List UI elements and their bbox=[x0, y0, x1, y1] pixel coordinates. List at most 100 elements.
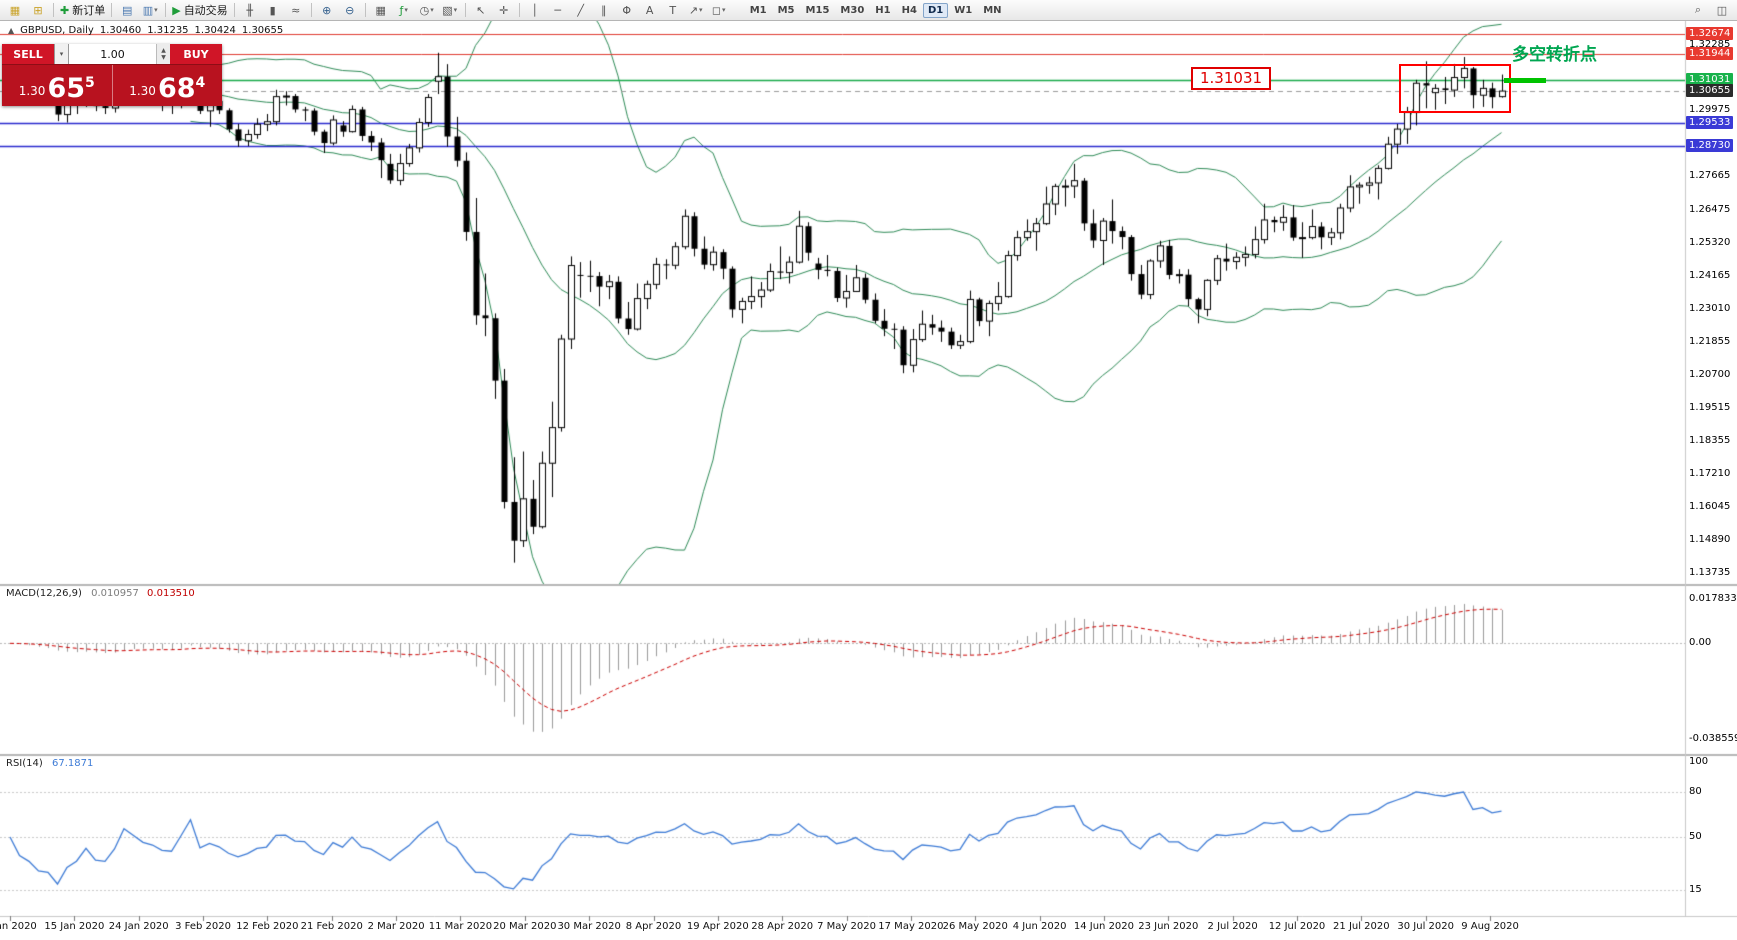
search-icon[interactable]: ⌕ bbox=[1694, 3, 1702, 16]
macd-signal-value: 0.013510 bbox=[147, 588, 195, 599]
time-axis-label: 14 Jun 2020 bbox=[1073, 921, 1135, 932]
arrows-icon[interactable]: ↗ ▾ bbox=[688, 3, 703, 17]
price-axis-label: 1.25320 bbox=[1689, 237, 1731, 249]
chart-window-icon[interactable]: ▦ bbox=[9, 3, 21, 17]
time-axis-label: 17 May 2020 bbox=[878, 921, 944, 932]
ask-pip-fraction: 4 bbox=[195, 75, 206, 91]
timeframe-button-H4[interactable]: H4 bbox=[901, 4, 917, 16]
price-axis-label: 1.16045 bbox=[1689, 501, 1731, 513]
timeframe-button-D1[interactable]: D1 bbox=[922, 2, 949, 18]
zoom-out-icon[interactable]: ⊖ bbox=[345, 3, 355, 17]
price-axis-label: 1.19515 bbox=[1689, 402, 1731, 414]
ohlc-low: 1.30424 bbox=[194, 25, 236, 36]
time-axis-label: 19 Apr 2020 bbox=[686, 921, 749, 932]
trendline-icon[interactable]: ╱ bbox=[577, 3, 584, 17]
toolbar-separator bbox=[464, 3, 466, 17]
ohlc-open: 1.30460 bbox=[99, 25, 142, 36]
timeframe-button-M15[interactable]: M15 bbox=[805, 4, 830, 16]
ask-price-button[interactable]: 1.30 68 4 bbox=[113, 65, 223, 106]
price-axis[interactable]: 1.32285 1.29975 1.27665 1.26475 1.25320 1.241… bbox=[1686, 0, 1737, 586]
horizontal-line-icon[interactable]: ─ bbox=[554, 3, 561, 17]
crosshair-icon[interactable]: ✛ bbox=[499, 3, 509, 17]
time-axis-label: 23 Jun 2020 bbox=[1138, 921, 1199, 932]
symbol-title: GBPUSD, Daily bbox=[20, 25, 94, 36]
auto-trading-button-label: 自动交易 bbox=[183, 4, 228, 17]
price-axis-label: 1.29975 bbox=[1689, 104, 1731, 116]
trade-options-dropdown[interactable]: ▾ bbox=[54, 44, 69, 64]
macd-indicator-label: MACD(12,26,9) 0.010957 0.013510 bbox=[6, 588, 195, 599]
cursor-icon[interactable]: ↖ bbox=[476, 3, 486, 17]
vertical-line-icon[interactable]: │ bbox=[531, 3, 538, 17]
time-axis-label: 24 Jan 2020 bbox=[108, 921, 169, 932]
price-axis-badge: 1.29533 bbox=[1686, 116, 1734, 130]
rsi-name: RSI(14) bbox=[6, 758, 43, 769]
new-window-icon[interactable]: ⊞ bbox=[33, 3, 43, 17]
symbol-trend-icon: ▲ bbox=[8, 26, 15, 35]
buy-button[interactable]: BUY bbox=[170, 44, 222, 64]
templates-icon[interactable]: ▧ ▾ bbox=[442, 3, 458, 17]
highlight-rectangle-annotation[interactable] bbox=[1399, 64, 1511, 113]
time-axis-label: 15 Jan 2020 bbox=[44, 921, 105, 932]
bid-prefix: 1.30 bbox=[18, 84, 46, 98]
price-axis-badge: 1.31944 bbox=[1686, 47, 1734, 61]
profiles-icon[interactable]: ▥ ▾ bbox=[142, 3, 158, 17]
price-callout-annotation[interactable]: 1.31031 bbox=[1191, 67, 1272, 90]
charts-icon[interactable]: ▤ bbox=[122, 3, 133, 17]
volume-up-icon[interactable]: ▲ bbox=[161, 47, 166, 54]
timeframe-toolbar: M1 M5 M15 M30 H1 H4 D1 W1 MN bbox=[745, 2, 1007, 18]
auto-trading-button[interactable]: ▶ 自动交易 bbox=[172, 3, 228, 18]
timeframe-button-M1[interactable]: M1 bbox=[749, 4, 767, 16]
time-axis-label: 12 Feb 2020 bbox=[236, 921, 299, 932]
rsi-axis: 100 80 50 15 bbox=[1686, 754, 1737, 916]
fibonacci-icon[interactable]: Φ bbox=[622, 3, 632, 17]
tile-windows-icon[interactable]: ▦ bbox=[375, 3, 386, 17]
ask-prefix: 1.30 bbox=[129, 84, 156, 98]
timeframe-button-H1[interactable]: H1 bbox=[875, 4, 891, 16]
volume-stepper[interactable]: ▲ ▼ bbox=[156, 44, 170, 64]
time-axis-label: 21 Feb 2020 bbox=[300, 921, 363, 932]
timeframe-button-M5[interactable]: M5 bbox=[777, 4, 795, 16]
new-order-button-label: 新订单 bbox=[72, 4, 106, 17]
timeframe-button-W1[interactable]: W1 bbox=[954, 4, 973, 16]
toolbar-separator bbox=[364, 3, 366, 17]
ohlc-high: 1.31235 bbox=[147, 25, 189, 36]
shapes-icon[interactable]: ◻ ▾ bbox=[711, 3, 726, 17]
symbol-info: ▲ GBPUSD, Daily 1.30460 1.31235 1.30424 … bbox=[8, 25, 283, 36]
toolbar-separator bbox=[310, 3, 312, 17]
price-axis-label: 1.14890 bbox=[1689, 534, 1731, 546]
line-chart-icon[interactable]: ≈ bbox=[291, 3, 301, 17]
candlestick-chart-icon[interactable]: ▮ bbox=[269, 3, 276, 17]
layout-icon[interactable]: ◫ bbox=[1716, 3, 1728, 17]
sell-button[interactable]: SELL bbox=[2, 44, 54, 64]
toolbar-separator bbox=[518, 3, 520, 17]
price-axis-label: 1.23010 bbox=[1689, 302, 1731, 314]
green-segment-annotation[interactable] bbox=[1504, 78, 1546, 83]
time-axis-label: 2 Jul 2020 bbox=[1207, 921, 1258, 932]
periods-icon[interactable]: ◷ ▾ bbox=[419, 3, 434, 17]
rsi-axis-label: 15 bbox=[1689, 883, 1702, 895]
volume-down-icon[interactable]: ▼ bbox=[161, 54, 166, 61]
time-axis-label: 5 Jan 2020 bbox=[0, 921, 37, 932]
volume-field-wrap bbox=[69, 44, 156, 64]
trade-panel-prices: 1.30 65 5 1.30 68 4 bbox=[2, 65, 222, 106]
indicators-icon[interactable]: ƒ ▾ bbox=[399, 3, 408, 17]
rsi-axis-label: 80 bbox=[1689, 786, 1702, 797]
rsi-value: 67.1871 bbox=[51, 758, 94, 769]
label-icon[interactable]: T bbox=[669, 3, 677, 17]
zoom-in-icon[interactable]: ⊕ bbox=[322, 3, 332, 17]
toolbar-separator bbox=[165, 3, 167, 17]
bar-chart-icon[interactable]: ╫ bbox=[246, 3, 253, 17]
bid-price-button[interactable]: 1.30 65 5 bbox=[2, 65, 113, 106]
text-icon[interactable]: A bbox=[645, 3, 654, 17]
timeframe-button-M30[interactable]: M30 bbox=[840, 4, 865, 16]
macd-axis-label: 0.00 bbox=[1689, 637, 1712, 649]
volume-input[interactable] bbox=[69, 44, 156, 64]
turning-point-text-annotation[interactable]: 多空转折点 bbox=[1512, 45, 1597, 65]
timeframe-button-MN[interactable]: MN bbox=[983, 4, 1002, 16]
bid-pip-fraction: 5 bbox=[85, 75, 95, 91]
new-order-button[interactable]: ✚ 新订单 bbox=[60, 3, 106, 18]
channel-icon[interactable]: ∥ bbox=[600, 3, 607, 17]
toolbar-separator bbox=[53, 3, 54, 17]
